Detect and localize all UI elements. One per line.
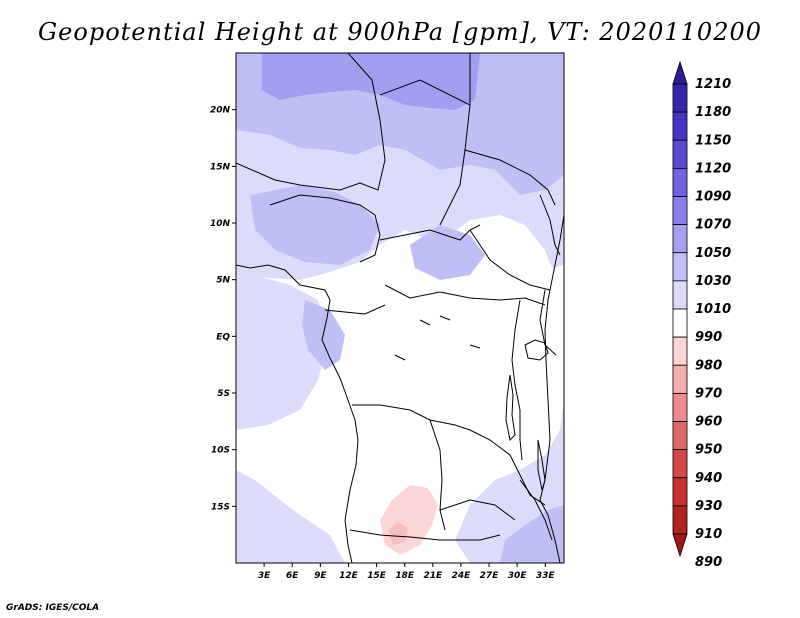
colorbar-label: 930 [695, 499, 722, 514]
border-car-drc [384, 284, 546, 306]
lake-tanganyika [505, 374, 516, 442]
border-namibia [349, 529, 501, 541]
lat-tick-label: EQ [216, 332, 230, 342]
colorbar-label: 1070 [695, 218, 731, 233]
colorbar-label: 1210 [695, 77, 731, 92]
lon-tick-label: 12E [339, 571, 359, 581]
page-title: Geopotential Height at 900hPa [gpm], VT:… [38, 18, 762, 46]
coastline-east-africa [539, 214, 564, 563]
colorbar-segment [672, 364, 688, 394]
lon-tick-label: 9E [314, 571, 327, 581]
lon-tick-label: 30E [508, 571, 528, 581]
colorbar-segment [672, 167, 688, 197]
colorbar-label: 1120 [695, 161, 731, 176]
lon-tick-label: 33E [536, 571, 556, 581]
latitude-axis: 20N 15N 10N 5N EQ 5S 10S 15S [210, 106, 236, 512]
boundaries [236, 53, 564, 563]
colorbar-label: 980 [695, 358, 722, 373]
border-kenya [539, 289, 557, 356]
lon-tick-label: 21E [423, 571, 443, 581]
map-frame [235, 52, 565, 564]
colorbar-segment [672, 252, 688, 282]
lat-tick-label: 20N [210, 106, 231, 116]
border-mozambique [519, 479, 553, 541]
lon-tick-label: 6E [286, 571, 299, 581]
colorbar-segment [672, 308, 688, 338]
border-south-sudan [469, 229, 551, 291]
colorbar-label: 940 [695, 471, 722, 486]
lon-tick-label: 18E [395, 571, 415, 581]
colorbar-segment [672, 280, 688, 310]
lon-tick-label: 24E [452, 571, 472, 581]
border-sudan [464, 149, 556, 206]
colorbar-label: 1150 [695, 133, 731, 148]
colorbar-label: 970 [695, 386, 722, 401]
colorbar-label: 890 [695, 555, 722, 570]
colorbar-label: 990 [695, 330, 722, 345]
lat-tick-label: 10N [210, 219, 231, 229]
colorbar-label: 1090 [695, 190, 731, 205]
inner-lake-rivers [394, 315, 481, 361]
footer-credit: GrADS: IGES/COLA [6, 603, 100, 613]
colorbar-segment [672, 60, 688, 85]
colorbar-segment [672, 336, 688, 366]
colorbar-segment [672, 139, 688, 169]
colorbar-segment [672, 224, 688, 254]
border-angola-north [352, 404, 471, 431]
colorbar-labels: 1210 1180 1150 1120 1090 1070 1050 1030 1010 990 9… [695, 77, 731, 570]
colorbar-label: 910 [695, 527, 722, 542]
border-drc-east [511, 299, 523, 461]
colorbar-label: 1180 [695, 105, 731, 120]
lake-victoria [524, 339, 549, 361]
region-1050-1070-north [262, 53, 480, 110]
region-1030-1050-sahel [250, 185, 380, 265]
colorbar-segment [672, 505, 688, 535]
lon-tick-label: 15E [367, 571, 387, 581]
border-sahara [236, 53, 386, 191]
border-cameroon-congo [324, 304, 386, 315]
border-niger-nigeria [269, 194, 381, 263]
border-chad-car [379, 224, 481, 241]
lat-tick-label: 10S [211, 446, 230, 456]
coastline-west-africa [236, 264, 359, 563]
lat-tick-label: 5N [216, 276, 230, 286]
colorbar-segment [672, 533, 688, 558]
colorbar-segment [672, 477, 688, 507]
border-ethiopia [539, 194, 561, 256]
border-botswana [439, 499, 516, 521]
colorbar-segments [672, 60, 688, 558]
colorbar: 1210 1180 1150 1120 1090 1070 1050 1030 1010 990 9… [672, 60, 731, 570]
colorbar-segment [672, 392, 688, 422]
colorbar-label: 950 [695, 443, 722, 458]
colorbar-segment [672, 421, 688, 451]
colorbar-segment [672, 111, 688, 141]
lon-tick-label: 3E [258, 571, 271, 581]
height-field [236, 53, 564, 563]
colorbar-segment [672, 196, 688, 226]
region-1030-1050-car [410, 225, 485, 280]
colorbar-label: 1050 [695, 246, 731, 261]
colorbar-label: 960 [695, 415, 722, 430]
region-1030-1050-southeast [500, 505, 564, 563]
lat-tick-label: 5S [217, 389, 230, 399]
colorbar-segment [672, 83, 688, 113]
lake-malawi [537, 439, 546, 491]
lat-tick-label: 15N [210, 162, 231, 172]
colorbar-label: 1030 [695, 274, 731, 289]
colorbar-segment [672, 449, 688, 479]
region-1010-1030-southwest [236, 470, 345, 563]
longitude-axis: 3E 6E 9E 12E 15E 18E 21E 24E 27E 30E 33E [258, 563, 556, 581]
border-angola-zambia [429, 419, 446, 531]
lon-tick-label: 27E [480, 571, 500, 581]
colorbar-label: 1010 [695, 302, 731, 317]
region-970-980-south [388, 522, 408, 545]
lat-tick-label: 15S [211, 502, 230, 512]
